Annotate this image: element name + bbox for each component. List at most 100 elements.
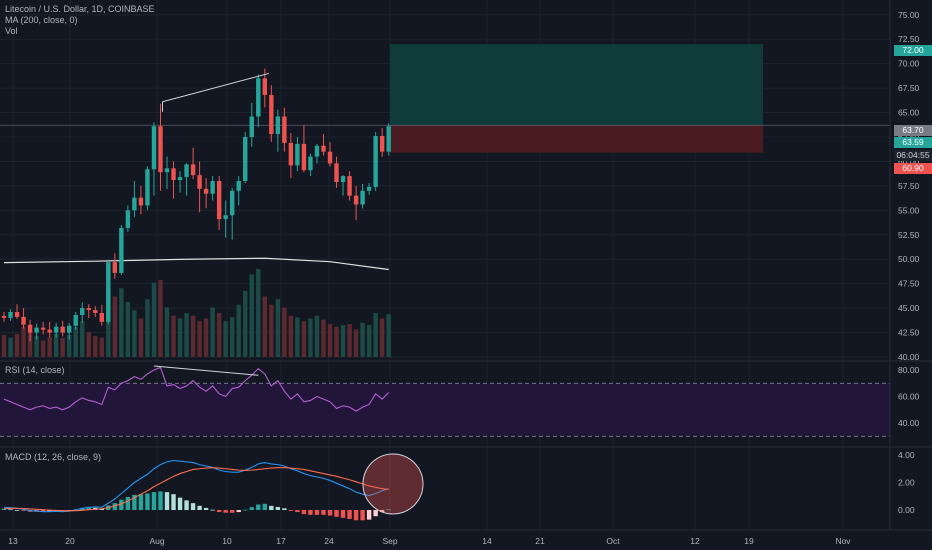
macd-histogram-bar: [379, 510, 385, 513]
candle-body: [379, 136, 385, 152]
symbol-title[interactable]: Litecoin / U.S. Dollar, 1D, COINBASE: [5, 4, 155, 14]
macd-histogram-bar: [230, 510, 235, 513]
candle-body: [177, 177, 183, 181]
price-tick-label: 55.00: [898, 205, 920, 215]
main-legend: Litecoin / U.S. Dollar, 1D, COINBASE MA …: [5, 4, 155, 37]
macd-histogram-bar: [8, 509, 13, 511]
macd-histogram-bar: [164, 492, 170, 510]
volume-bar: [216, 313, 222, 357]
candle-body: [275, 116, 281, 135]
volume-bar: [190, 315, 196, 357]
macd-histogram-bar: [321, 510, 326, 515]
macd-histogram-bar: [47, 510, 52, 512]
candle-body: [327, 151, 333, 164]
candle-body: [138, 197, 144, 206]
candle-body: [373, 136, 378, 187]
macd-pane: [1, 453, 424, 521]
volume-bar: [340, 325, 346, 357]
macd-histogram-bar: [40, 510, 46, 512]
macd-histogram-bar: [327, 510, 333, 516]
candle-body: [164, 168, 170, 173]
candle-body: [132, 197, 137, 211]
price-tick-label: 65.00: [898, 108, 920, 118]
macd-histogram-bar: [112, 503, 118, 510]
volume-bar: [288, 315, 294, 357]
macd-histogram-bar: [138, 494, 144, 510]
price-axis[interactable]: 75.0072.5070.0067.5065.0062.5060.0057.50…: [898, 10, 920, 515]
macd-histogram-bar: [210, 509, 215, 511]
candle-body: [230, 190, 235, 216]
candle-body: [60, 326, 65, 333]
time-tick-label: 20: [65, 536, 75, 546]
candle-body: [21, 316, 26, 325]
candle-body: [321, 145, 326, 152]
rsi-tick-label: 40.00: [898, 418, 920, 428]
macd-histogram-bar: [295, 510, 300, 513]
rsi-tick-label: 80.00: [898, 365, 920, 375]
macd-histogram-bar: [190, 503, 196, 510]
price-tick-label: 52.50: [898, 230, 920, 240]
macd-histogram-bar: [256, 504, 261, 510]
price-tick-label: 67.50: [898, 83, 920, 93]
volume-bar: [21, 326, 26, 357]
macd-histogram-bar: [80, 508, 85, 510]
candle-body: [216, 181, 222, 220]
macd-histogram-bar: [308, 510, 313, 515]
time-tick-label: 12: [690, 536, 700, 546]
volume-legend[interactable]: Vol: [5, 26, 18, 36]
macd-histogram-bar: [21, 510, 26, 511]
macd-histogram-bar: [145, 493, 150, 510]
time-tick-label: 13: [8, 536, 18, 546]
macd-histogram-bar: [262, 503, 267, 510]
price-tick-label: 75.00: [898, 10, 920, 20]
candle-body: [236, 181, 241, 191]
macd-histogram-bar: [223, 510, 228, 513]
candle-body: [53, 326, 59, 333]
rsi-legend[interactable]: RSI (14, close): [5, 365, 65, 375]
macd-histogram-bar: [216, 510, 222, 513]
time-tick-label: 10: [222, 536, 232, 546]
time-axis[interactable]: 13 20 Aug 10 17 24 Sep 14 21 Oct 12 19 Nov: [8, 536, 851, 546]
volume-bar: [40, 340, 46, 357]
volume-bar: [301, 321, 307, 357]
volume-bar: [119, 288, 124, 357]
macd-histogram-bar: [275, 506, 281, 510]
volume-bar: [327, 324, 333, 357]
candle-body: [295, 143, 300, 166]
macd-histogram-bar: [347, 510, 352, 519]
pane-separators[interactable]: [0, 0, 932, 531]
position-zones[interactable]: [0, 44, 890, 153]
volume-bar: [80, 321, 85, 357]
highlight-circle: [362, 453, 424, 515]
macd-histogram-bar: [386, 509, 391, 511]
price-tick-label: 60.00: [898, 156, 920, 166]
macd-histogram-bar: [203, 507, 209, 510]
loss-zone: [390, 125, 763, 153]
macd-legend[interactable]: MACD (12, 26, close, 9): [5, 452, 102, 462]
candle-body: [256, 78, 261, 117]
volume-bar: [275, 299, 281, 357]
candle-body: [99, 313, 104, 322]
macd-histogram-bar: [236, 510, 241, 513]
volume-bar: [347, 324, 352, 357]
macd-tick-label: 4.00: [898, 450, 915, 460]
volume-bar: [106, 304, 111, 357]
ma-legend[interactable]: MA (200, close, 0): [5, 15, 78, 25]
candle-body: [151, 126, 157, 170]
volume-bar: [151, 282, 157, 357]
target-price-tag: 72.00: [894, 45, 932, 56]
volume-bar: [282, 307, 287, 357]
volume-bar: [373, 313, 378, 357]
macd-histogram-bar: [366, 510, 372, 520]
macd-histogram-bar: [340, 510, 346, 518]
volume-bar: [132, 310, 137, 357]
price-trend-line: [162, 72, 269, 103]
volume-bar: [8, 337, 13, 357]
candle-body: [190, 164, 196, 176]
candle-body: [47, 329, 52, 333]
macd-tick-label: 2.00: [898, 478, 915, 488]
countdown-tag: 06:04:55: [894, 150, 932, 161]
volume-bar: [269, 304, 274, 357]
entry-price-tag: 63.70: [894, 125, 932, 136]
